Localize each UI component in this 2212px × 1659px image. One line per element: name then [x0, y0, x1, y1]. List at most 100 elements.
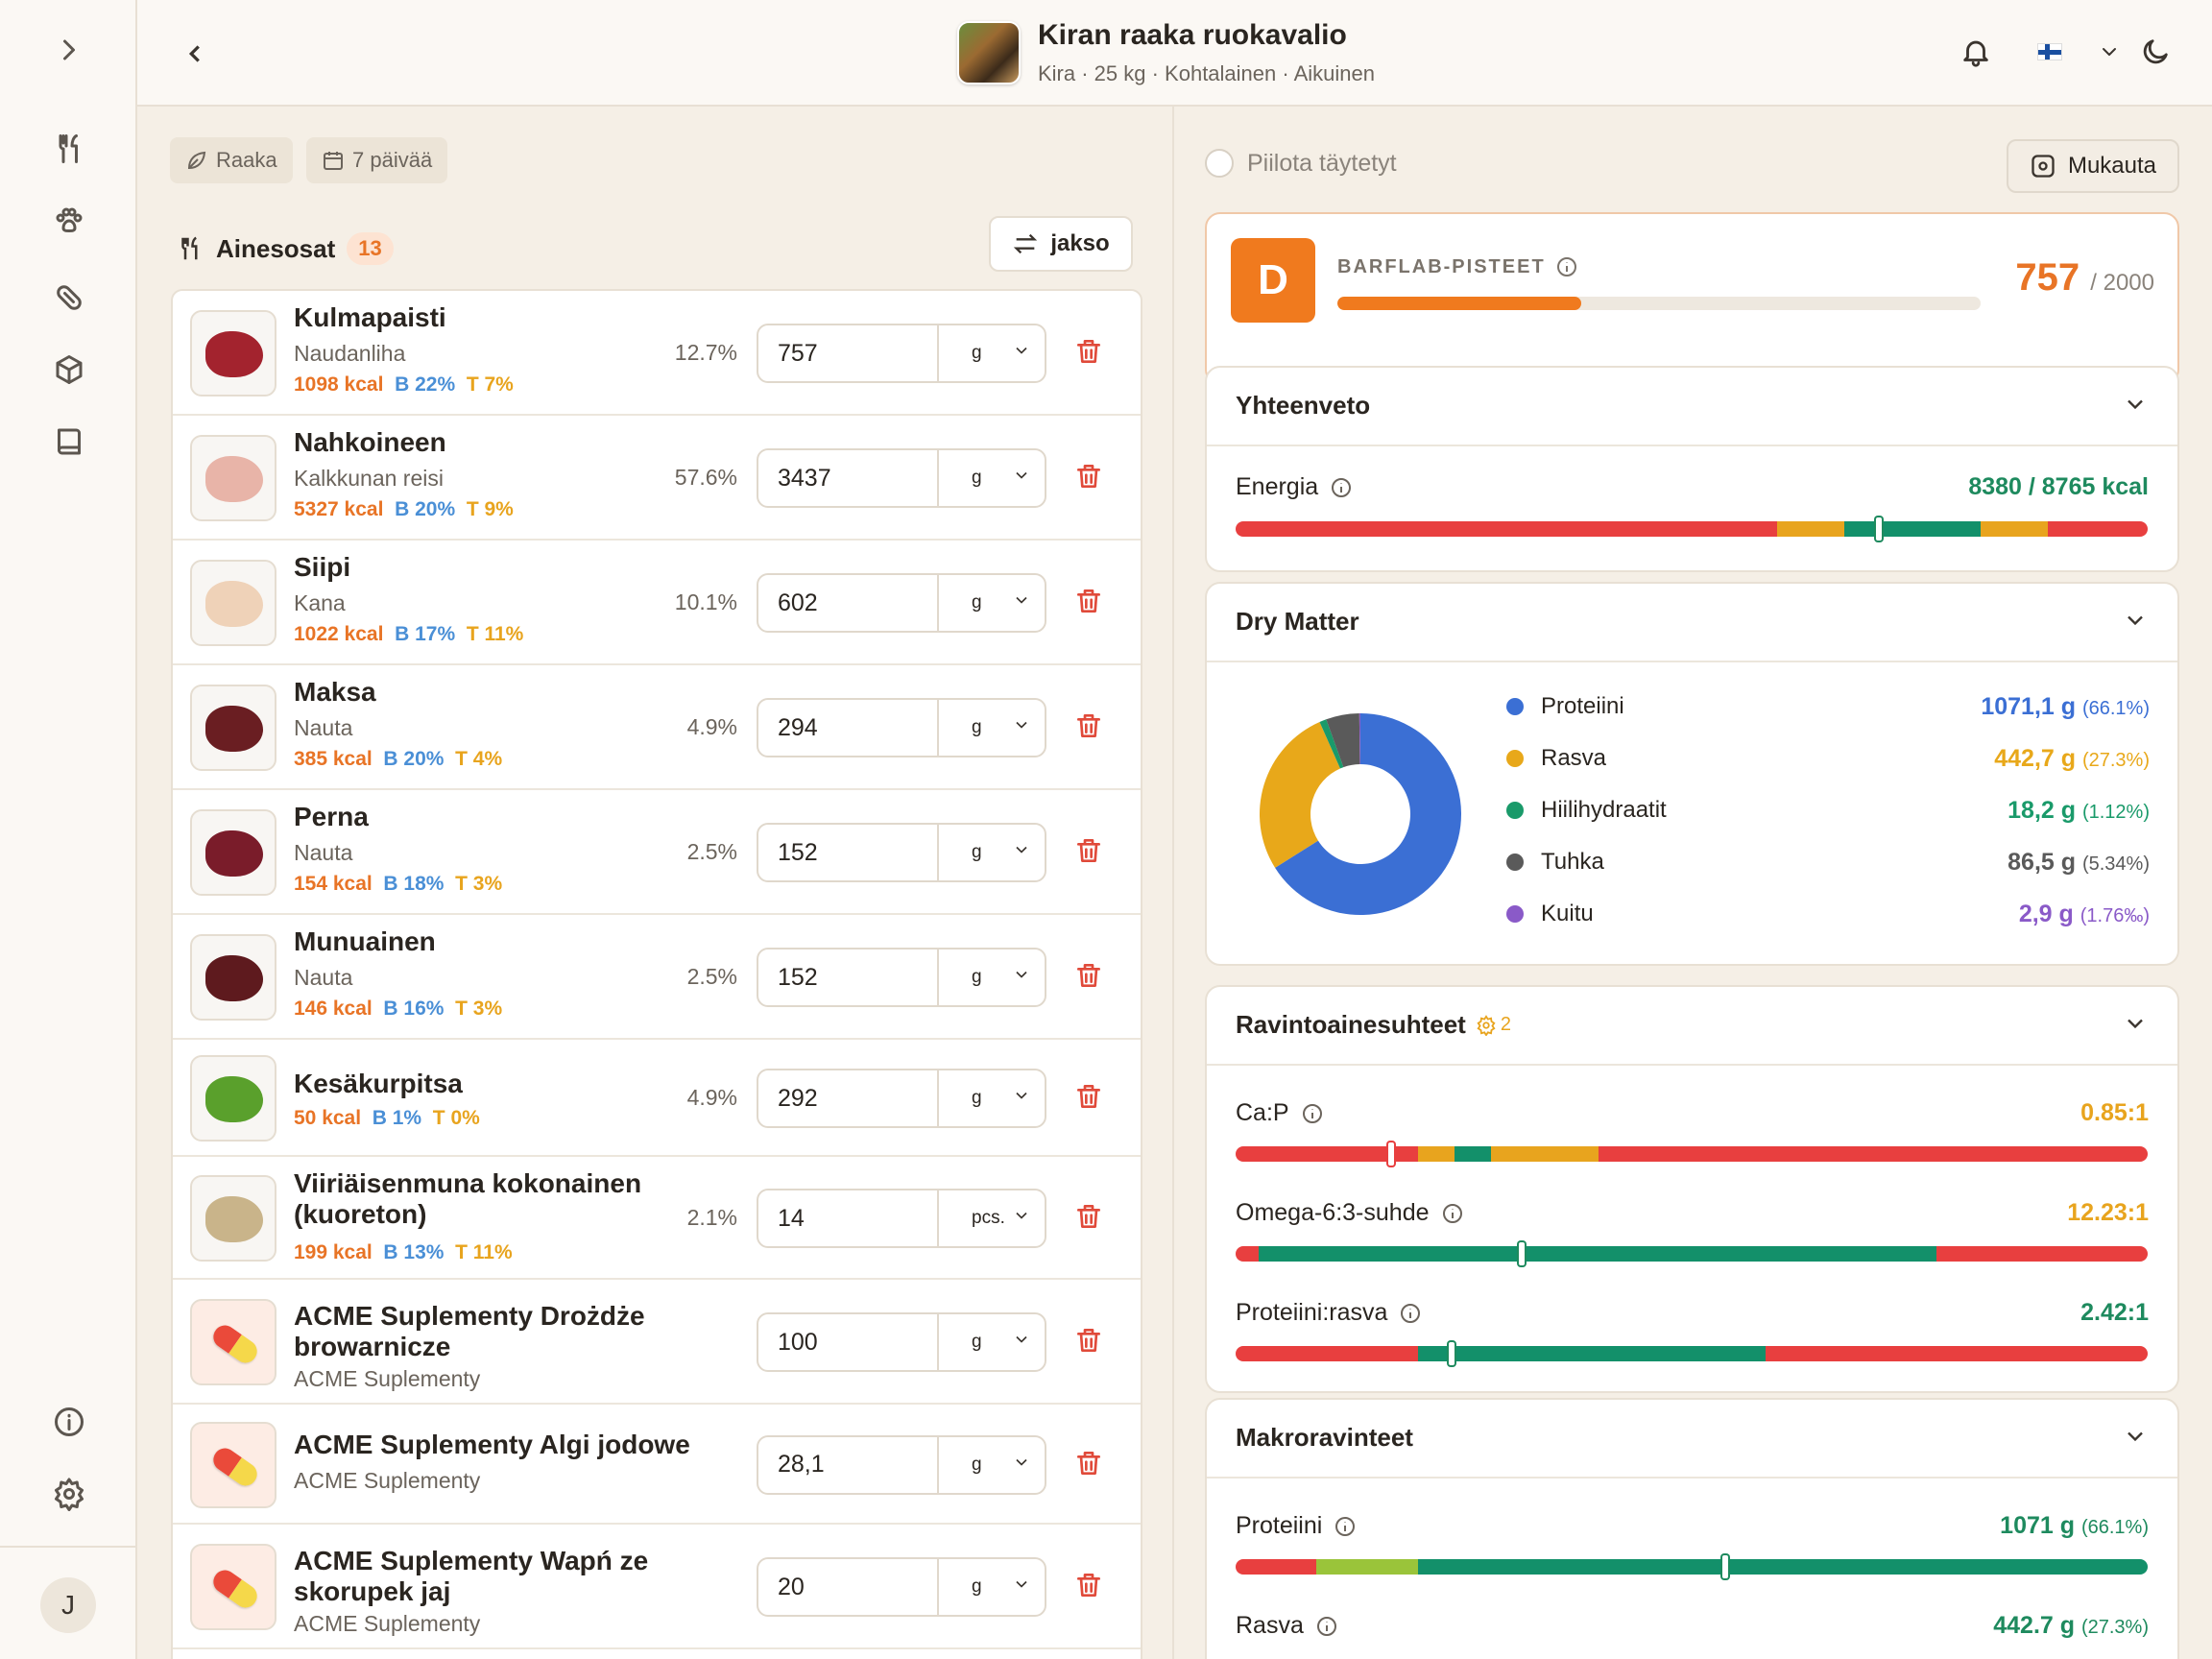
protein-value: B 13% [383, 1241, 445, 1263]
back-button[interactable] [176, 35, 214, 73]
quantity-input[interactable]: 152 [758, 825, 939, 880]
info-icon[interactable] [1315, 1615, 1338, 1638]
hide-filled-checkbox[interactable] [1205, 149, 1234, 178]
unit-select[interactable]: g [939, 950, 1045, 1005]
quantity-input[interactable]: 294 [758, 700, 939, 756]
ratios-settings-badge[interactable]: 2 [1476, 1014, 1511, 1036]
unit-select[interactable]: g [939, 1437, 1045, 1493]
utensils-icon[interactable] [50, 130, 88, 168]
omega-marker [1519, 1242, 1525, 1265]
info-icon[interactable] [1399, 1302, 1422, 1325]
delete-button[interactable] [1073, 1081, 1108, 1116]
unit-select[interactable]: g [939, 1559, 1045, 1615]
finland-flag-icon[interactable] [2037, 43, 2062, 60]
quantity-input[interactable]: 14 [758, 1190, 939, 1246]
unit-select[interactable]: pcs. [939, 1190, 1045, 1246]
unit-select[interactable]: g [939, 700, 1045, 756]
period-button[interactable]: jakso [989, 216, 1133, 272]
info-icon[interactable] [1555, 255, 1578, 278]
unit-select[interactable]: g [939, 450, 1045, 506]
protein-fat-bar [1236, 1346, 2148, 1361]
delete-button[interactable] [1073, 710, 1108, 745]
ingredient-thumbnail [190, 1175, 276, 1262]
delete-button[interactable] [1073, 835, 1108, 870]
customize-button[interactable]: Mukauta [2007, 139, 2179, 193]
info-icon[interactable] [1330, 476, 1353, 499]
ingredient-row[interactable]: Munuainen Nauta 146 kcal B 16% T 3% 2.5% 152… [173, 915, 1141, 1040]
page-title: Kiran raaka ruokavalio [1038, 19, 1347, 51]
ingredient-row[interactable]: Kulmapaisti Naudanliha 1098 kcal B 22% T 7… [173, 291, 1141, 416]
settings-icon[interactable] [50, 1475, 88, 1513]
box-icon[interactable] [50, 350, 88, 389]
chevron-down-icon[interactable] [2122, 1010, 2149, 1037]
book-icon[interactable] [50, 422, 88, 461]
protein-bar [1236, 1559, 2148, 1575]
quantity-input[interactable]: 3437 [758, 450, 939, 506]
energy-marker [1876, 517, 1882, 541]
quantity-input[interactable]: 292 [758, 1070, 939, 1126]
ingredient-row[interactable]: ACME Suplementy Drożdże browarnicze ACME … [173, 1280, 1141, 1405]
bell-icon[interactable] [1957, 33, 1995, 71]
delete-button[interactable] [1073, 960, 1108, 995]
unit-select[interactable]: g [939, 575, 1045, 631]
delete-button[interactable] [1073, 1570, 1108, 1604]
ingredient-row[interactable]: Kesäkurpitsa 50 kcal B 1% T 0% 4.9% 292 g [173, 1040, 1141, 1157]
delete-button[interactable] [1073, 461, 1108, 495]
quantity-input-group: 100 g [757, 1312, 1046, 1372]
unit-label: g [972, 1454, 982, 1475]
ingredient-row[interactable]: ACME Suplementy Wapń ze skorupek jaj ACME… [173, 1525, 1141, 1649]
ingredient-row[interactable]: ACME Suplementy Algi jodowe ACME Suplemen… [173, 1405, 1141, 1525]
paw-icon[interactable] [50, 202, 88, 240]
unit-select[interactable]: g [939, 325, 1045, 381]
food-image [205, 581, 263, 627]
quantity-input[interactable]: 602 [758, 575, 939, 631]
pill-icon[interactable] [50, 278, 88, 317]
avatar[interactable]: J [40, 1577, 96, 1633]
info-icon[interactable] [50, 1403, 88, 1441]
quantity-input[interactable]: 20 [758, 1559, 939, 1615]
diet-type-chip[interactable]: Raaka [170, 137, 293, 183]
quantity-input[interactable]: 152 [758, 950, 939, 1005]
delete-button[interactable] [1073, 586, 1108, 620]
macro-value-pct: (27.3%) [2080, 1617, 2149, 1638]
info-icon[interactable] [1301, 1102, 1324, 1125]
unit-select[interactable]: g [939, 825, 1045, 880]
fat-value: T 9% [466, 498, 514, 520]
ingredient-row[interactable]: Nahkoineen Kalkkunan reisi 5327 kcal B 20%… [173, 416, 1141, 541]
ingredient-row[interactable]: Maksa Nauta 385 kcal B 20% T 4% 4.9% 294 g [173, 665, 1141, 790]
chevron-down-icon[interactable] [2122, 607, 2149, 634]
delete-button[interactable] [1073, 1201, 1108, 1236]
legend-pct: (1.12%) [2081, 801, 2150, 823]
unit-select[interactable]: g [939, 1314, 1045, 1370]
ingredient-row[interactable]: Perna Nauta 154 kcal B 18% T 3% 2.5% 152 g [173, 790, 1141, 915]
quantity-input-group: 152 g [757, 823, 1046, 882]
info-icon[interactable] [1334, 1515, 1357, 1538]
ingredients-panel: Raaka 7 päivää Ainesosat 13 jakso Kulmap… [137, 107, 1174, 1659]
hide-filled-toggle[interactable]: Piilota täytetyt [1205, 149, 1397, 178]
duration-chip[interactable]: 7 päivää [306, 137, 448, 183]
delete-button[interactable] [1073, 1325, 1108, 1359]
quantity-input[interactable]: 757 [758, 325, 939, 381]
expand-sidebar-icon[interactable] [50, 31, 88, 69]
ingredient-macros: 50 kcal B 1% T 0% [294, 1107, 480, 1130]
chevron-down-icon[interactable] [2122, 1423, 2149, 1450]
delete-button[interactable] [1073, 1448, 1108, 1482]
chevron-down-icon[interactable] [2122, 391, 2149, 418]
delete-button[interactable] [1073, 336, 1108, 371]
ingredient-macros: 1098 kcal B 22% T 7% [294, 373, 514, 397]
fat-value: T 7% [466, 373, 514, 396]
chevron-down-icon[interactable] [2090, 33, 2128, 71]
legend-value: 1071,1 g (66.1%) [1981, 693, 2150, 721]
info-icon[interactable] [1441, 1202, 1464, 1225]
trash-icon [1073, 1085, 1104, 1116]
ingredient-row[interactable]: Viiriäisenmuna kokonainen (kuoreton) 199 … [173, 1157, 1141, 1280]
quantity-input[interactable]: 100 [758, 1314, 939, 1370]
sidebar: J [0, 0, 137, 1659]
legend-value: 2,9 g (1.76‰) [2019, 901, 2150, 928]
moon-icon[interactable] [2136, 33, 2175, 71]
legend-amount: 442,7 g [1994, 744, 2077, 772]
unit-select[interactable]: g [939, 1070, 1045, 1126]
quantity-input[interactable]: 28,1 [758, 1436, 939, 1493]
ingredient-name: Kulmapaisti [294, 302, 446, 332]
ingredient-row[interactable]: Siipi Kana 1022 kcal B 17% T 11% 10.1% 602 g [173, 541, 1141, 665]
